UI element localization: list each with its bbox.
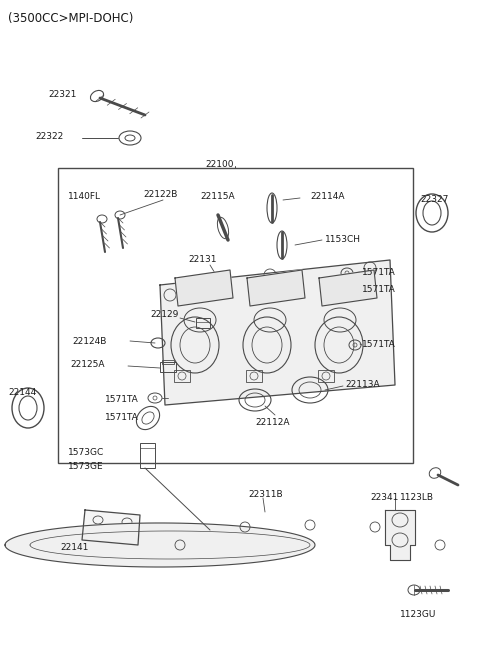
Polygon shape: [82, 510, 140, 545]
Text: 1573GC: 1573GC: [68, 448, 104, 457]
Bar: [174, 370, 190, 382]
Polygon shape: [175, 270, 233, 306]
Text: 22321: 22321: [48, 90, 76, 99]
Bar: [162, 360, 174, 364]
Text: 1573GE: 1573GE: [68, 462, 104, 471]
Bar: [58, 168, 413, 463]
Polygon shape: [5, 523, 315, 567]
Bar: [140, 443, 155, 468]
Text: 22100: 22100: [206, 160, 234, 169]
Text: 1571TA: 1571TA: [362, 340, 396, 349]
Text: 1571TA: 1571TA: [105, 413, 139, 422]
Text: 22115A: 22115A: [200, 192, 235, 201]
Polygon shape: [160, 260, 395, 405]
Text: 1571TA: 1571TA: [362, 268, 396, 277]
Text: 22144: 22144: [8, 388, 36, 397]
Text: 1153CH: 1153CH: [325, 235, 361, 244]
Text: 22327: 22327: [420, 195, 448, 204]
Text: (3500CC>MPI-DOHC): (3500CC>MPI-DOHC): [8, 12, 133, 25]
Bar: [246, 370, 262, 382]
Text: 1571TA: 1571TA: [105, 395, 139, 404]
Text: 22125A: 22125A: [70, 360, 105, 369]
Text: 22322: 22322: [35, 132, 63, 141]
Bar: [196, 318, 210, 328]
Text: 22122B: 22122B: [143, 190, 178, 199]
Text: 1123LB: 1123LB: [400, 493, 434, 502]
Text: 22113A: 22113A: [345, 380, 380, 389]
Polygon shape: [319, 270, 377, 306]
Text: 1140FL: 1140FL: [68, 192, 101, 201]
Text: 22131: 22131: [188, 255, 216, 264]
Bar: [160, 362, 176, 372]
Text: 1571TA: 1571TA: [362, 285, 396, 294]
Polygon shape: [247, 270, 305, 306]
Text: 22141: 22141: [60, 543, 88, 552]
Text: 22311B: 22311B: [248, 490, 283, 499]
Polygon shape: [385, 510, 415, 560]
Text: 22114A: 22114A: [310, 192, 345, 201]
Text: 1123GU: 1123GU: [400, 610, 436, 619]
Text: 22341: 22341: [370, 493, 398, 502]
Text: 22124B: 22124B: [72, 337, 107, 346]
Bar: [318, 370, 334, 382]
Text: 22129: 22129: [150, 310, 179, 319]
Text: 22112A: 22112A: [255, 418, 289, 427]
